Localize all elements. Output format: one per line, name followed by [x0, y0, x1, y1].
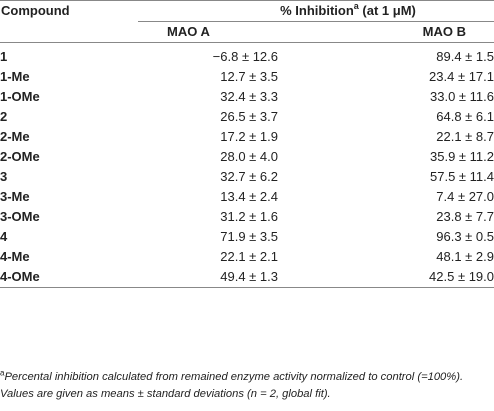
footnote-text: Percental inhibition calculated from rem… [0, 371, 464, 400]
mao-b-value-cell: 64.8 ± 6.1 [436, 109, 494, 124]
table-header-row-1: Compound % Inhibitiona (at 1 μM) [0, 0, 494, 22]
table-row: 3 32.7 ± 6.2 57.5 ± 11.4 [0, 167, 494, 187]
table-row: 3-OMe 31.2 ± 1.6 23.8 ± 7.7 [0, 207, 494, 227]
empty-header-cell [0, 21, 138, 43]
mao-b-value-cell: 48.1 ± 2.9 [436, 249, 494, 264]
table-header-row-2: MAO A MAO B [0, 21, 494, 43]
mao-a-value-cell: −6.8 ± 12.6 [212, 49, 278, 64]
compound-cell: 2-OMe [0, 149, 40, 164]
inhibition-table: Compound % Inhibitiona (at 1 μM) MAO A M… [0, 0, 494, 288]
mao-a-value-cell: 17.2 ± 1.9 [220, 129, 278, 144]
table-row: 1-OMe 32.4 ± 3.3 33.0 ± 11.6 [0, 87, 494, 107]
table-row: 2 26.5 ± 3.7 64.8 ± 6.1 [0, 107, 494, 127]
mao-b-value-cell: 22.1 ± 8.7 [436, 129, 494, 144]
table-row: 3-Me 13.4 ± 2.4 7.4 ± 27.0 [0, 187, 494, 207]
mao-a-value-cell: 71.9 ± 3.5 [220, 229, 278, 244]
mao-a-value-cell: 22.1 ± 2.1 [220, 249, 278, 264]
compound-column-header: Compound [0, 0, 138, 22]
mao-b-value-cell: 23.8 ± 7.7 [436, 209, 494, 224]
mao-b-value-cell: 23.4 ± 17.1 [429, 69, 494, 84]
mao-b-value-cell: 35.9 ± 11.2 [430, 149, 494, 164]
mao-a-value-cell: 32.7 ± 6.2 [220, 169, 278, 184]
table-body: 1 −6.8 ± 12.6 89.4 ± 1.5 1-Me 12.7 ± 3.5 23.4… [0, 43, 494, 288]
compound-cell: 1-OMe [0, 89, 40, 104]
table-row: 4-OMe 49.4 ± 1.3 42.5 ± 19.0 [0, 267, 494, 288]
compound-cell: 3-Me [0, 189, 30, 204]
mao-a-value-cell: 49.4 ± 1.3 [138, 267, 278, 288]
mao-b-value-cell: 33.0 ± 11.6 [430, 89, 494, 104]
inhibition-header-prefix: % Inhibition [280, 3, 354, 18]
mao-b-value-cell: 89.4 ± 1.5 [436, 49, 494, 64]
mao-a-value-cell: 31.2 ± 1.6 [220, 209, 278, 224]
mao-a-column-header: MAO A [138, 21, 278, 43]
mao-a-value-cell: 28.0 ± 4.0 [220, 149, 278, 164]
mao-a-value-cell: 32.4 ± 3.3 [220, 89, 278, 104]
compound-cell: 4-Me [0, 249, 30, 264]
footnote-marker: a [0, 368, 5, 378]
table-footnote: aPercental inhibition calculated from re… [0, 369, 494, 403]
mao-a-value-cell: 12.7 ± 3.5 [220, 69, 278, 84]
mao-b-column-header: MAO B [278, 21, 494, 43]
inhibition-header-suffix: (at 1 μM) [358, 3, 416, 18]
compound-cell: 1 [0, 49, 8, 64]
mao-b-value-cell: 42.5 ± 19.0 [278, 267, 494, 288]
mao-a-value-cell: 26.5 ± 3.7 [220, 109, 278, 124]
compound-cell: 3-OMe [0, 209, 40, 224]
inhibition-footnote-marker: a [353, 0, 359, 11]
table-row: 4-Me 22.1 ± 2.1 48.1 ± 2.9 [0, 247, 494, 267]
table-row: 2-Me 17.2 ± 1.9 22.1 ± 8.7 [0, 127, 494, 147]
compound-cell: 4-OMe [0, 267, 138, 288]
table-row: 4 71.9 ± 3.5 96.3 ± 0.5 [0, 227, 494, 247]
compound-cell: 3 [0, 169, 8, 184]
table-row: 1 −6.8 ± 12.6 89.4 ± 1.5 [0, 43, 494, 68]
mao-b-value-cell: 7.4 ± 27.0 [436, 189, 494, 204]
compound-cell: 1-Me [0, 69, 30, 84]
mao-b-value-cell: 57.5 ± 11.4 [430, 169, 494, 184]
table-row: 2-OMe 28.0 ± 4.0 35.9 ± 11.2 [0, 147, 494, 167]
mao-a-value-cell: 13.4 ± 2.4 [220, 189, 278, 204]
inhibition-column-header: % Inhibitiona (at 1 μM) [138, 0, 494, 22]
compound-cell: 2-Me [0, 129, 30, 144]
compound-cell: 4 [0, 229, 8, 244]
mao-b-value-cell: 96.3 ± 0.5 [436, 229, 494, 244]
table-row: 1-Me 12.7 ± 3.5 23.4 ± 17.1 [0, 67, 494, 87]
compound-cell: 2 [0, 109, 8, 124]
